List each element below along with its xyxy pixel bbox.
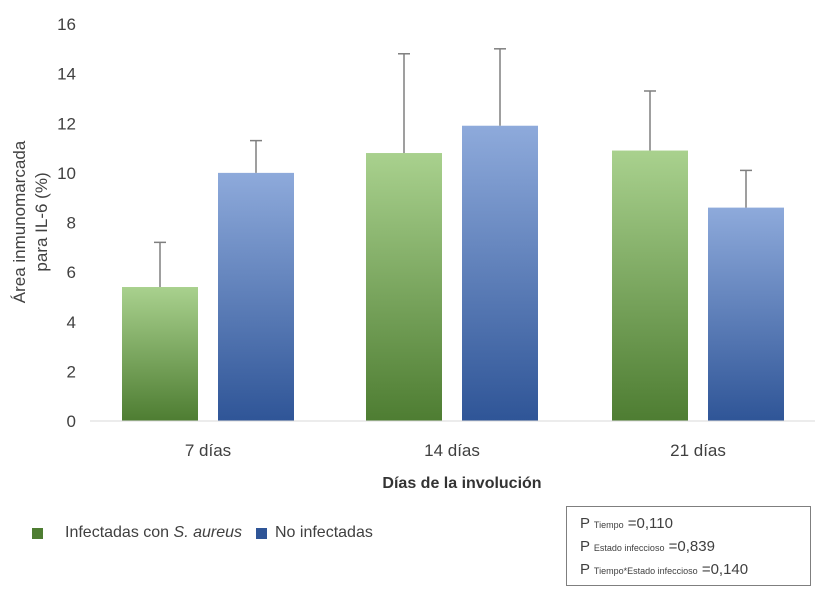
bar-chart: 0 2 4 6 8 10 12 14 16 7 días 14 días 21 días Área … [10,15,815,492]
p-symbol: P [580,515,590,532]
p-subscript: Estado infeccioso [593,543,665,553]
legend-item-infected: Infectadas con S. aureus [32,524,242,542]
x-tick-label: 21 días [670,441,726,460]
y-axis-title-line-2: para IL-6 (%) [32,172,51,271]
y-tick-label: 8 [67,214,76,233]
p-subscript: Tiempo [593,520,624,530]
legend-label-uninfected: No infectadas [275,524,373,541]
y-tick-label: 2 [67,362,76,381]
bar-uninfected-1 [218,172,294,421]
y-tick-label: 4 [67,313,76,332]
bar-infected-3 [612,150,688,421]
legend-swatch-uninfected [256,527,267,539]
legend-label-infected-species: S. aureus [173,524,242,541]
p-value-infection-state: P Estado infeccioso =0,839 [580,536,810,559]
legend-swatch-infected [32,527,43,539]
p-value-time: P Tiempo =0,110 [580,513,810,536]
legend: Infectadas con S. aureus No infectadas [32,524,387,542]
p-value: =0,839 [668,538,715,555]
y-tick-label: 10 [57,164,76,183]
y-tick-label: 14 [57,65,76,84]
bar-uninfected-2 [462,125,538,421]
p-value: =0,110 [627,515,673,532]
bar-infected-1 [122,287,198,421]
legend-label-infected-prefix: Infectadas con [65,524,174,541]
legend-item-uninfected: No infectadas [256,524,373,542]
legend-label-infected: Infectadas con S. aureus [65,524,242,542]
x-tick-label: 14 días [424,441,480,460]
p-subscript: Tiempo*Estado infeccioso [593,566,698,576]
x-tick-label: 7 días [185,441,231,460]
bar-infected-2 [366,153,442,421]
p-symbol: P [580,561,590,578]
y-tick-label: 6 [67,263,76,282]
p-value: =0,140 [701,561,749,578]
p-values-box: P Tiempo =0,110 P Estado infeccioso =0,8… [566,506,811,586]
y-tick-label: 12 [57,114,76,133]
bar-uninfected-3 [708,207,784,421]
p-symbol: P [580,538,590,555]
p-value-interaction: P Tiempo*Estado infeccioso =0,140 [580,559,810,582]
x-axis-title: Días de la involución [382,475,541,492]
y-tick-label: 0 [67,412,76,431]
y-tick-label: 16 [57,15,76,34]
y-axis-title-line-1: Área inmunomarcada [10,140,29,303]
